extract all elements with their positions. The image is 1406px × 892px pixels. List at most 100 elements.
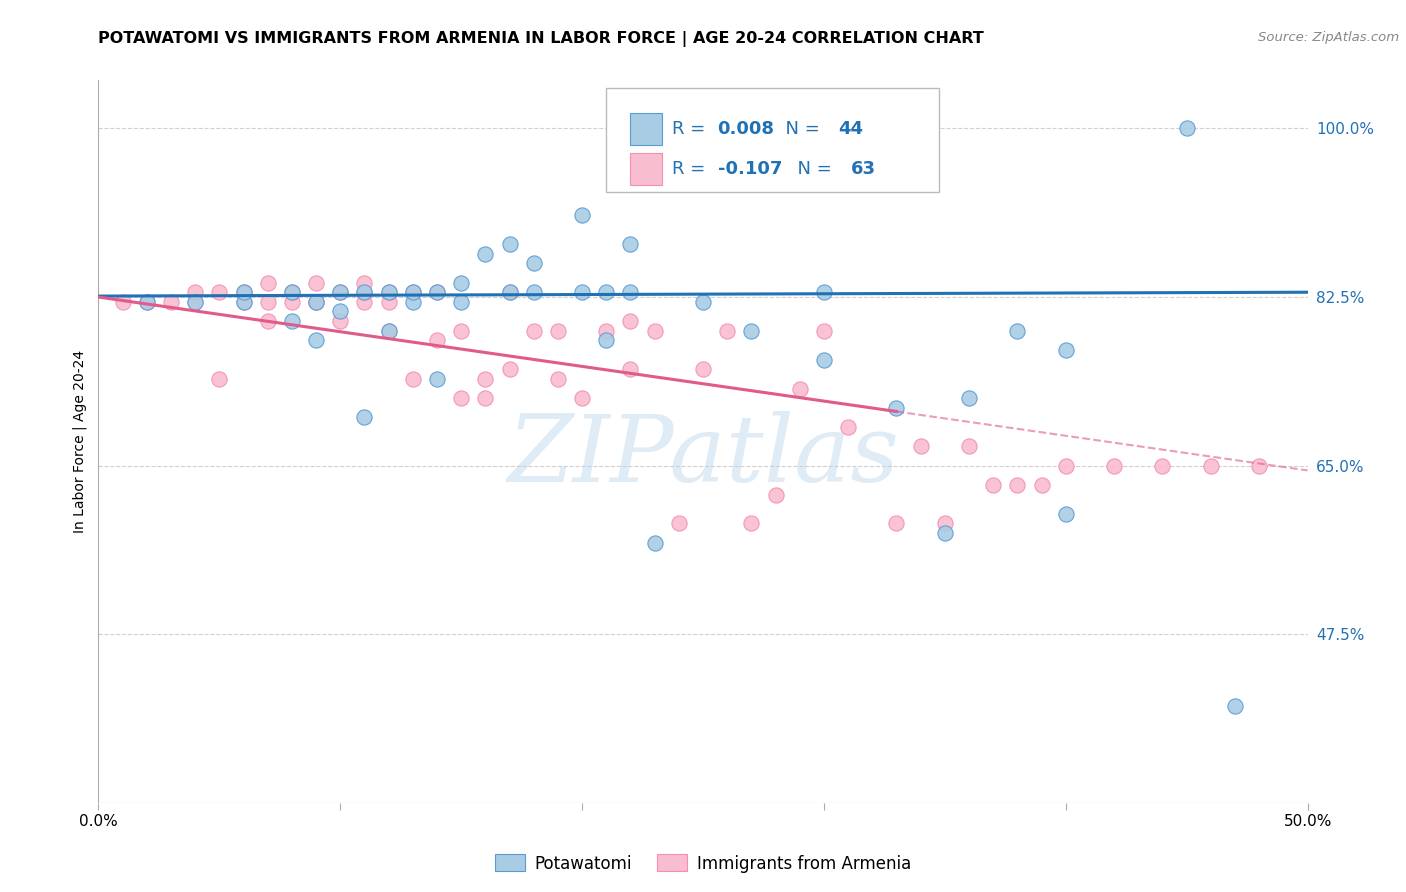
Point (934, 526, 956, 541)
FancyBboxPatch shape (630, 113, 662, 145)
Point (474, 246, 496, 260)
Point (474, 372, 496, 386)
Point (353, 410, 375, 425)
Point (281, 314, 304, 328)
Point (813, 324, 835, 338)
Point (232, 285, 254, 300)
Point (1054, 507, 1077, 521)
Point (957, 439, 980, 453)
Point (232, 294, 254, 309)
Point (813, 352, 835, 367)
Point (281, 285, 304, 300)
Point (571, 208, 593, 222)
Point (402, 285, 425, 300)
Point (547, 372, 569, 386)
Point (208, 372, 231, 386)
Point (184, 285, 207, 300)
Point (886, 401, 908, 415)
Point (498, 237, 520, 252)
Point (135, 294, 157, 309)
Point (571, 391, 593, 405)
Point (160, 294, 183, 309)
Point (426, 285, 449, 300)
Point (716, 324, 738, 338)
Point (1031, 478, 1053, 492)
Point (619, 362, 641, 376)
Text: N =: N = (775, 120, 825, 138)
Point (910, 439, 932, 453)
Point (1152, 458, 1174, 473)
Point (426, 285, 449, 300)
Point (1054, 343, 1077, 357)
Point (498, 362, 520, 376)
Point (305, 276, 328, 290)
Point (934, 516, 956, 531)
Point (789, 382, 811, 396)
Point (256, 294, 278, 309)
Point (135, 294, 157, 309)
Text: 0.008: 0.008 (717, 120, 775, 138)
Point (353, 285, 375, 300)
Point (208, 285, 231, 300)
Point (256, 314, 278, 328)
Point (377, 285, 399, 300)
Point (644, 324, 666, 338)
Point (1175, 121, 1198, 136)
Point (523, 285, 546, 300)
Point (740, 324, 762, 338)
Point (498, 285, 520, 300)
Point (595, 324, 617, 338)
Point (1223, 699, 1246, 714)
Point (426, 334, 449, 348)
Point (450, 391, 472, 405)
Point (377, 294, 399, 309)
Point (377, 285, 399, 300)
Point (305, 294, 328, 309)
Text: ZIPatlas: ZIPatlas (508, 411, 898, 501)
Point (668, 516, 690, 531)
Point (692, 362, 714, 376)
Point (329, 285, 352, 300)
Point (1249, 458, 1271, 473)
Text: 50.0%: 50.0% (1284, 814, 1331, 830)
Point (692, 294, 714, 309)
Point (1007, 324, 1029, 338)
Point (305, 294, 328, 309)
Point (402, 285, 425, 300)
Text: -0.107: -0.107 (717, 160, 782, 178)
Point (305, 334, 328, 348)
Point (450, 294, 472, 309)
FancyBboxPatch shape (630, 153, 662, 185)
Point (837, 420, 859, 434)
Point (813, 285, 835, 300)
Point (111, 294, 134, 309)
Point (377, 324, 399, 338)
Point (1199, 458, 1222, 473)
Point (402, 372, 425, 386)
Point (619, 314, 641, 328)
Point (450, 324, 472, 338)
Point (353, 294, 375, 309)
Text: 44: 44 (838, 120, 863, 138)
Point (281, 285, 304, 300)
Point (957, 391, 980, 405)
Legend: Potawatomi, Immigrants from Armenia: Potawatomi, Immigrants from Armenia (488, 847, 918, 880)
Text: Source: ZipAtlas.com: Source: ZipAtlas.com (1258, 31, 1399, 45)
Point (1054, 458, 1077, 473)
Point (1007, 478, 1029, 492)
Point (281, 294, 304, 309)
FancyBboxPatch shape (606, 87, 939, 193)
Text: 63: 63 (851, 160, 876, 178)
Point (765, 487, 787, 501)
Point (426, 372, 449, 386)
Point (450, 276, 472, 290)
Point (184, 294, 207, 309)
Point (644, 535, 666, 549)
Point (886, 516, 908, 531)
Point (353, 276, 375, 290)
Point (377, 324, 399, 338)
Point (547, 324, 569, 338)
Point (523, 324, 546, 338)
Point (595, 334, 617, 348)
Point (1102, 458, 1125, 473)
